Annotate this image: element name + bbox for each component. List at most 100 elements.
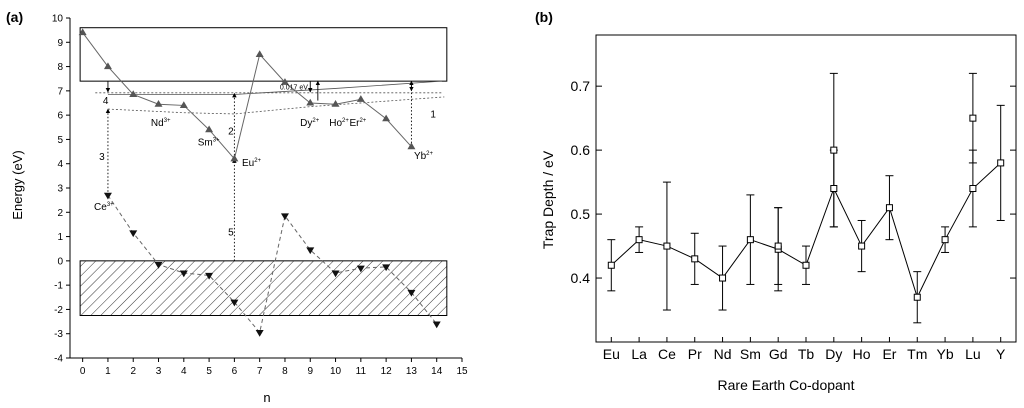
a-x-tick-label: 11 bbox=[356, 366, 367, 377]
b-data-point bbox=[941, 236, 949, 244]
a-y-tick-label: 0 bbox=[57, 256, 63, 267]
a-annotation: 2 bbox=[228, 127, 234, 138]
a-data-point-0 bbox=[331, 100, 340, 107]
a-data-point-0 bbox=[205, 125, 214, 133]
b-data-point bbox=[635, 236, 643, 244]
a-annotation: Sm3+ bbox=[198, 138, 220, 149]
a-data-point-1 bbox=[205, 272, 214, 280]
a-y-tick-label: 3 bbox=[57, 184, 63, 195]
b-y-tick-label: 0.4 bbox=[571, 270, 591, 286]
b-x-tick-label: Nd bbox=[714, 346, 732, 362]
a-y-tick-label: 8 bbox=[57, 62, 63, 73]
b-x-tick-label: Ho bbox=[853, 346, 871, 362]
a-transition-arrows bbox=[105, 80, 414, 261]
a-annotation: Ce3+ bbox=[94, 202, 114, 213]
panel-b-ylabel: Trap Depth / eV bbox=[540, 150, 556, 249]
a-annotation: 0.017 eV bbox=[280, 85, 308, 92]
a-data-point-1 bbox=[356, 265, 365, 273]
b-y-tick-label: 0.7 bbox=[571, 78, 591, 94]
a-data-point-1 bbox=[129, 230, 138, 238]
b-y-tick-label: 0.6 bbox=[571, 142, 591, 158]
b-y-tick-label: 0.5 bbox=[571, 206, 591, 222]
a-data-point-0 bbox=[154, 100, 163, 107]
panel-a-energy-diagram: (a) 0 1 2 3 4 5 6 7 8 9 10 11 12 13 14 15-4-3-2-1012345… bbox=[6, 9, 468, 405]
a-x-tick-label: 14 bbox=[431, 366, 443, 377]
a-x-tick-label: 5 bbox=[206, 366, 212, 377]
b-data-point bbox=[691, 255, 699, 263]
a-data-point-0 bbox=[306, 98, 315, 106]
a-annotation: Er2+ bbox=[349, 118, 366, 129]
a-x-tick-label: 8 bbox=[282, 366, 288, 377]
a-y-tick-label: 6 bbox=[57, 111, 63, 122]
a-series-line-1 bbox=[107, 195, 438, 334]
a-data-point-1 bbox=[432, 321, 441, 329]
a-x-tick-label: 1 bbox=[105, 366, 111, 377]
a-data-point-1 bbox=[103, 192, 112, 200]
b-data-point bbox=[830, 146, 838, 154]
conduction-band-box bbox=[79, 27, 448, 82]
a-x-tick-label: 15 bbox=[456, 366, 468, 377]
a-annotation: 1 bbox=[430, 110, 436, 121]
b-data-point bbox=[663, 242, 671, 250]
b-data-point bbox=[969, 114, 977, 122]
panel-a-xlabel: n bbox=[263, 390, 270, 405]
panel-a-ylabel: Energy (eV) bbox=[10, 150, 25, 219]
b-x-tick-label: Tm bbox=[907, 346, 927, 362]
a-reference-curve bbox=[107, 80, 442, 95]
a-annotation: Ho2+ bbox=[329, 118, 349, 129]
a-y-tick-label: -4 bbox=[54, 354, 63, 365]
b-x-tick-label: Yb bbox=[937, 346, 954, 362]
b-data-point bbox=[746, 236, 754, 244]
a-data-point-0 bbox=[407, 142, 416, 150]
b-x-tick-label: Gd bbox=[769, 346, 788, 362]
b-x-tick-label: Lu bbox=[965, 346, 981, 362]
a-y-tick-label: -1 bbox=[54, 281, 63, 292]
b-x-tick-label: Y bbox=[996, 346, 1006, 362]
a-y-tick-label: 2 bbox=[57, 208, 63, 219]
a-annotation: Dy2+ bbox=[300, 118, 320, 129]
a-y-tick-label: 5 bbox=[57, 135, 63, 146]
a-y-tick-label: 10 bbox=[52, 14, 64, 25]
a-data-point-0 bbox=[280, 78, 289, 85]
b-x-tick-label: Pr bbox=[688, 346, 702, 362]
b-x-tick-label: La bbox=[631, 346, 647, 362]
b-x-tick-label: Ce bbox=[658, 346, 676, 362]
a-data-point-0 bbox=[382, 114, 391, 122]
b-data-point bbox=[913, 293, 921, 301]
a-data-point-1 bbox=[280, 213, 289, 221]
a-bands bbox=[79, 27, 448, 317]
b-data-point bbox=[858, 242, 866, 250]
a-x-tick-label: 2 bbox=[130, 366, 136, 377]
a-data-point-0 bbox=[179, 101, 188, 108]
panel-a-label: (a) bbox=[6, 9, 23, 25]
panel-b-xlabel: Rare Earth Co-dopant bbox=[718, 377, 855, 393]
a-y-tick-label: 4 bbox=[57, 159, 63, 170]
a-data-point-1 bbox=[179, 270, 188, 278]
b-x-tick-label: Eu bbox=[603, 346, 620, 362]
a-annotation: Eu2+ bbox=[242, 158, 262, 169]
a-x-tick-label: 7 bbox=[257, 366, 263, 377]
a-y-tick-label: -2 bbox=[54, 305, 63, 316]
a-data-point-1 bbox=[382, 264, 391, 272]
a-data-point-0 bbox=[103, 62, 112, 70]
a-data-point-1 bbox=[306, 247, 315, 255]
a-annotation: Yb2+ bbox=[414, 151, 434, 162]
b-data-point bbox=[607, 261, 615, 269]
a-data-point-1 bbox=[255, 329, 264, 337]
a-axes: 0 1 2 3 4 5 6 7 8 9 10 11 12 13 14 15-4-3-2-10123456789… bbox=[52, 14, 468, 378]
b-plot-frame bbox=[595, 34, 1017, 343]
b-data-point bbox=[774, 242, 782, 250]
b-x-tick-label: Dy bbox=[825, 346, 842, 362]
a-x-tick-label: 9 bbox=[307, 366, 313, 377]
panel-b-label: (b) bbox=[535, 9, 553, 25]
a-data-point-1 bbox=[230, 299, 239, 307]
a-annotation: 5 bbox=[228, 227, 234, 238]
a-series bbox=[78, 28, 441, 337]
a-x-tick-label: 13 bbox=[406, 366, 418, 377]
a-data-point-0 bbox=[255, 50, 264, 57]
b-axes: 0.4 0.5 0.6 0.7 Eu La Ce Pr Nd Sm Gd Tb Dy Ho Er Tm Yb Lu… bbox=[571, 34, 1017, 362]
b-data-point bbox=[830, 185, 838, 192]
a-data-point-0 bbox=[78, 28, 87, 36]
a-data-point-1 bbox=[331, 270, 340, 278]
a-x-tick-label: 4 bbox=[181, 366, 187, 377]
